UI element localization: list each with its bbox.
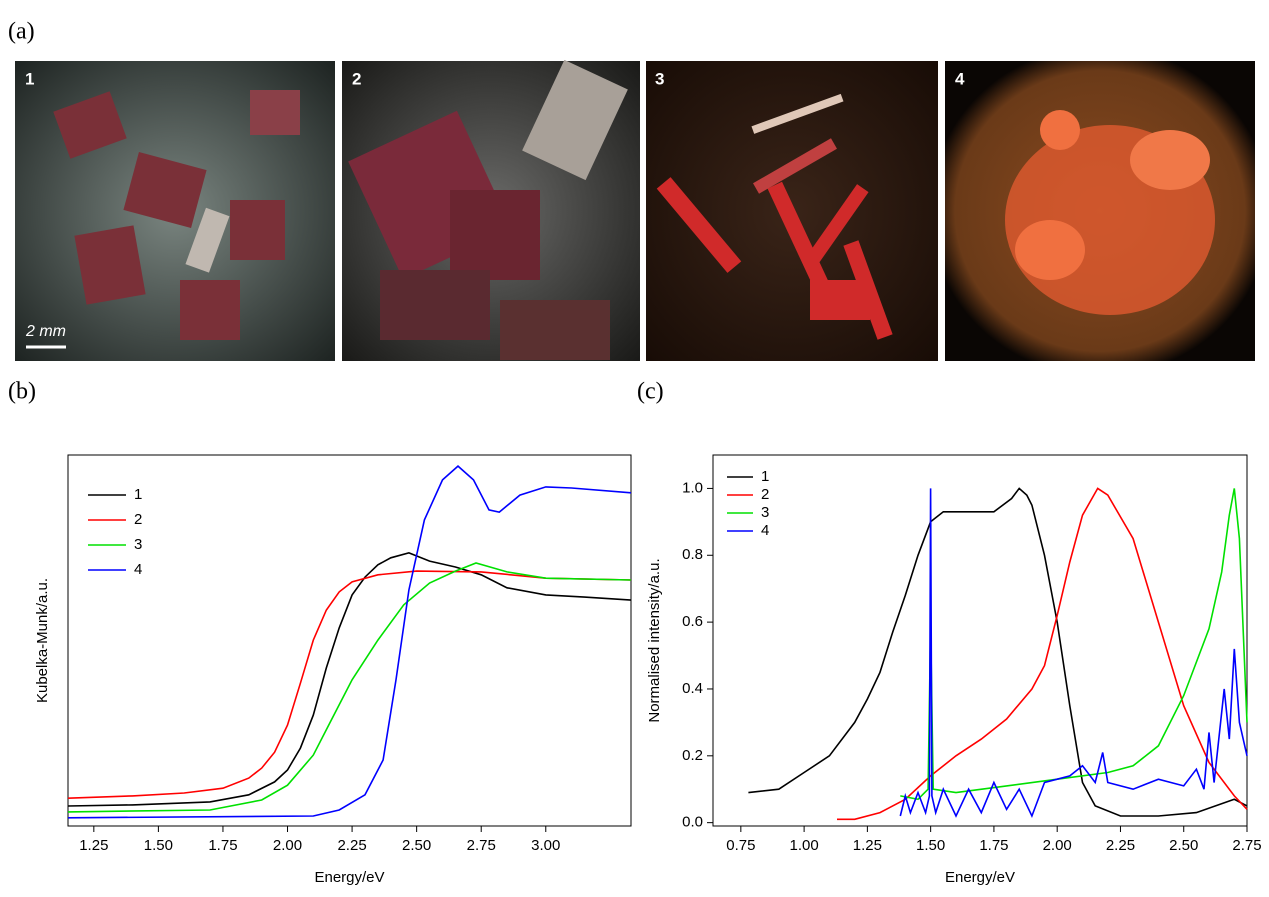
series-line <box>837 487 1248 821</box>
photo: 3 <box>646 61 938 361</box>
series-line <box>900 488 1248 801</box>
photo: 4 <box>945 61 1255 361</box>
legend-label: 1 <box>134 486 142 503</box>
x-tick-label: 2.00 <box>273 837 302 854</box>
legend-label: 2 <box>761 486 769 503</box>
x-tick-label: 2.75 <box>1232 837 1261 854</box>
plot-frame <box>67 454 632 827</box>
panel-label: (c) <box>637 379 664 405</box>
series-line <box>67 465 632 819</box>
photo-label: 3 <box>655 69 664 88</box>
x-tick-label: 1.50 <box>916 837 945 854</box>
legend-label: 4 <box>134 561 142 578</box>
photo-label: 2 <box>352 69 361 88</box>
photo-label: 1 <box>25 69 34 88</box>
y-tick-label: 1.0 <box>682 479 703 496</box>
y-tick-label: 0.2 <box>682 747 703 764</box>
x-tick-label: 1.00 <box>790 837 819 854</box>
plot-frame <box>712 454 1248 827</box>
legend-label: 4 <box>761 522 769 539</box>
series-line <box>67 552 632 807</box>
x-tick-label: 1.75 <box>208 837 237 854</box>
series-line <box>748 487 1248 817</box>
x-tick-label: 1.50 <box>144 837 173 854</box>
panel-label: (a) <box>8 19 35 45</box>
x-tick-label: 2.50 <box>1169 837 1198 854</box>
x-tick-label: 2.25 <box>1106 837 1135 854</box>
series-line <box>67 562 632 813</box>
y-tick-label: 0.8 <box>682 546 703 563</box>
scale-bar-label: 2 mm <box>25 323 66 340</box>
photo: 2 <box>342 59 640 361</box>
photo: 1 2 mm <box>15 61 335 361</box>
y-axis-label: Kubelka-Munk/a.u. <box>34 578 51 703</box>
x-tick-label: 0.75 <box>726 837 755 854</box>
x-tick-label: 2.25 <box>337 837 366 854</box>
x-axis-label: Energy/eV <box>314 869 384 886</box>
x-tick-label: 1.25 <box>79 837 108 854</box>
series-line <box>67 570 632 799</box>
series-line <box>899 488 1248 819</box>
legend-label: 2 <box>134 511 142 528</box>
x-tick-label: 1.75 <box>979 837 1008 854</box>
x-tick-label: 1.25 <box>853 837 882 854</box>
x-axis-label: Energy/eV <box>945 869 1015 886</box>
photo-label: 4 <box>955 69 965 88</box>
x-tick-label: 2.00 <box>1043 837 1072 854</box>
y-tick-label: 0.0 <box>682 814 703 831</box>
x-tick-label: 2.75 <box>467 837 496 854</box>
panel-label: (b) <box>8 379 36 405</box>
y-tick-label: 0.4 <box>682 680 703 697</box>
x-tick-label: 3.00 <box>531 837 560 854</box>
y-tick-label: 0.6 <box>682 613 703 630</box>
legend-label: 1 <box>761 468 769 485</box>
legend-label: 3 <box>134 536 142 553</box>
legend-label: 3 <box>761 504 769 521</box>
x-tick-label: 2.50 <box>402 837 431 854</box>
y-axis-label: Normalised intensity/a.u. <box>646 558 663 722</box>
